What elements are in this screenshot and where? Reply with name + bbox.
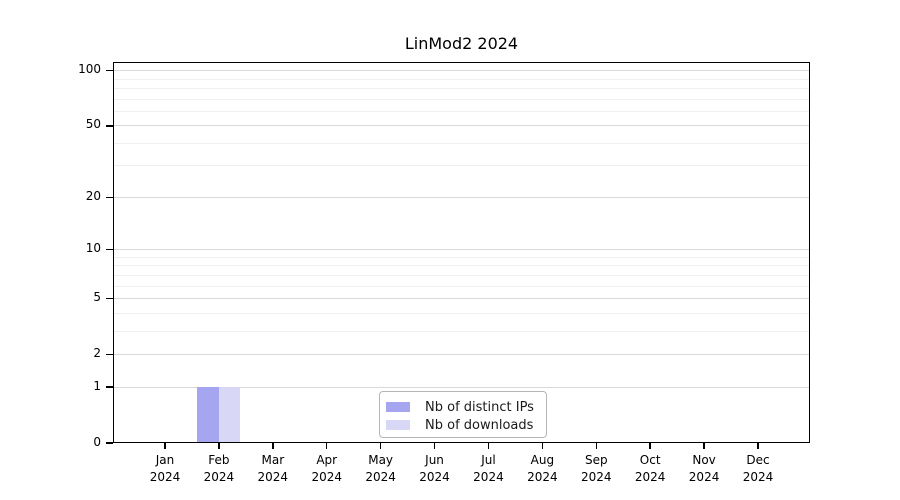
legend: Nb of distinct IPs Nb of downloads <box>379 391 547 438</box>
y-tick-label: 2 <box>93 345 101 360</box>
gridline-minor <box>114 142 809 144</box>
y-tick <box>106 196 113 199</box>
y-tick <box>106 125 113 127</box>
legend-swatch-downloads <box>386 420 410 430</box>
x-tick <box>218 443 220 449</box>
legend-entry-downloads: Nb of downloads <box>386 416 546 434</box>
x-tick-label: Jun 2024 <box>419 453 450 484</box>
x-tick-label: Apr 2024 <box>311 453 342 484</box>
x-tick-label: Jan 2024 <box>149 453 181 484</box>
x-tick <box>433 443 436 449</box>
gridline-minor <box>114 110 809 112</box>
x-tick-label: Feb 2024 <box>203 453 235 484</box>
gridline-major <box>114 297 809 299</box>
x-tick-label: Sep 2024 <box>580 453 612 484</box>
gridline-major <box>114 196 809 198</box>
gridline-minor <box>114 78 809 80</box>
legend-entry-distinct-ips: Nb of distinct IPs <box>386 398 546 416</box>
x-tick-label: Mar 2024 <box>257 453 289 484</box>
gridline-major <box>114 249 809 251</box>
gridline-minor <box>114 88 809 89</box>
gridline-minor <box>114 312 809 314</box>
bar-downloads <box>218 387 241 443</box>
x-tick <box>757 443 759 449</box>
x-tick-label: May 2024 <box>365 453 396 484</box>
x-tick <box>541 443 544 449</box>
gridline-minor <box>114 274 809 276</box>
y-tick-label: 10 <box>85 241 101 256</box>
y-tick <box>106 386 113 388</box>
y-tick-label: 5 <box>93 289 101 304</box>
gridline-minor <box>114 256 809 258</box>
y-tick <box>106 297 113 300</box>
x-tick-label: Nov 2024 <box>688 453 720 484</box>
gridline-minor <box>114 165 809 167</box>
x-tick <box>272 443 274 449</box>
chart-title: LinMod2 2024 <box>404 34 519 53</box>
gridline-major <box>114 353 809 355</box>
y-tick-label: 20 <box>85 188 101 203</box>
x-tick <box>164 443 166 449</box>
gridline-minor <box>114 330 809 332</box>
gridline-minor <box>114 265 809 267</box>
gridline-major <box>114 70 809 72</box>
legend-label-distinct-ips: Nb of distinct IPs <box>425 399 534 415</box>
bar-distinct-ips <box>197 387 219 443</box>
y-tick-label: 50 <box>85 117 101 132</box>
x-tick-label: Oct 2024 <box>634 453 666 484</box>
y-tick <box>106 442 113 444</box>
y-tick-label: 1 <box>93 378 101 393</box>
y-tick-label: 0 <box>93 434 101 449</box>
x-tick-label: Dec 2024 <box>742 453 774 484</box>
legend-swatch-distinct-ips <box>386 402 410 412</box>
gridline-minor <box>114 285 809 287</box>
x-tick-label: Jul 2024 <box>473 453 504 484</box>
x-tick <box>595 443 598 449</box>
gridline-major <box>114 386 809 388</box>
y-tick <box>106 353 113 356</box>
x-tick <box>487 443 490 449</box>
y-tick-label: 100 <box>78 62 101 77</box>
x-tick <box>649 443 651 449</box>
y-tick <box>106 248 113 251</box>
gridline-minor <box>114 98 809 100</box>
gridline-major <box>114 125 809 127</box>
x-tick <box>325 443 328 449</box>
legend-label-downloads: Nb of downloads <box>425 417 534 433</box>
y-tick <box>106 69 113 72</box>
x-tick-label: Aug 2024 <box>527 453 558 484</box>
x-tick <box>379 443 382 449</box>
x-tick <box>703 443 705 449</box>
